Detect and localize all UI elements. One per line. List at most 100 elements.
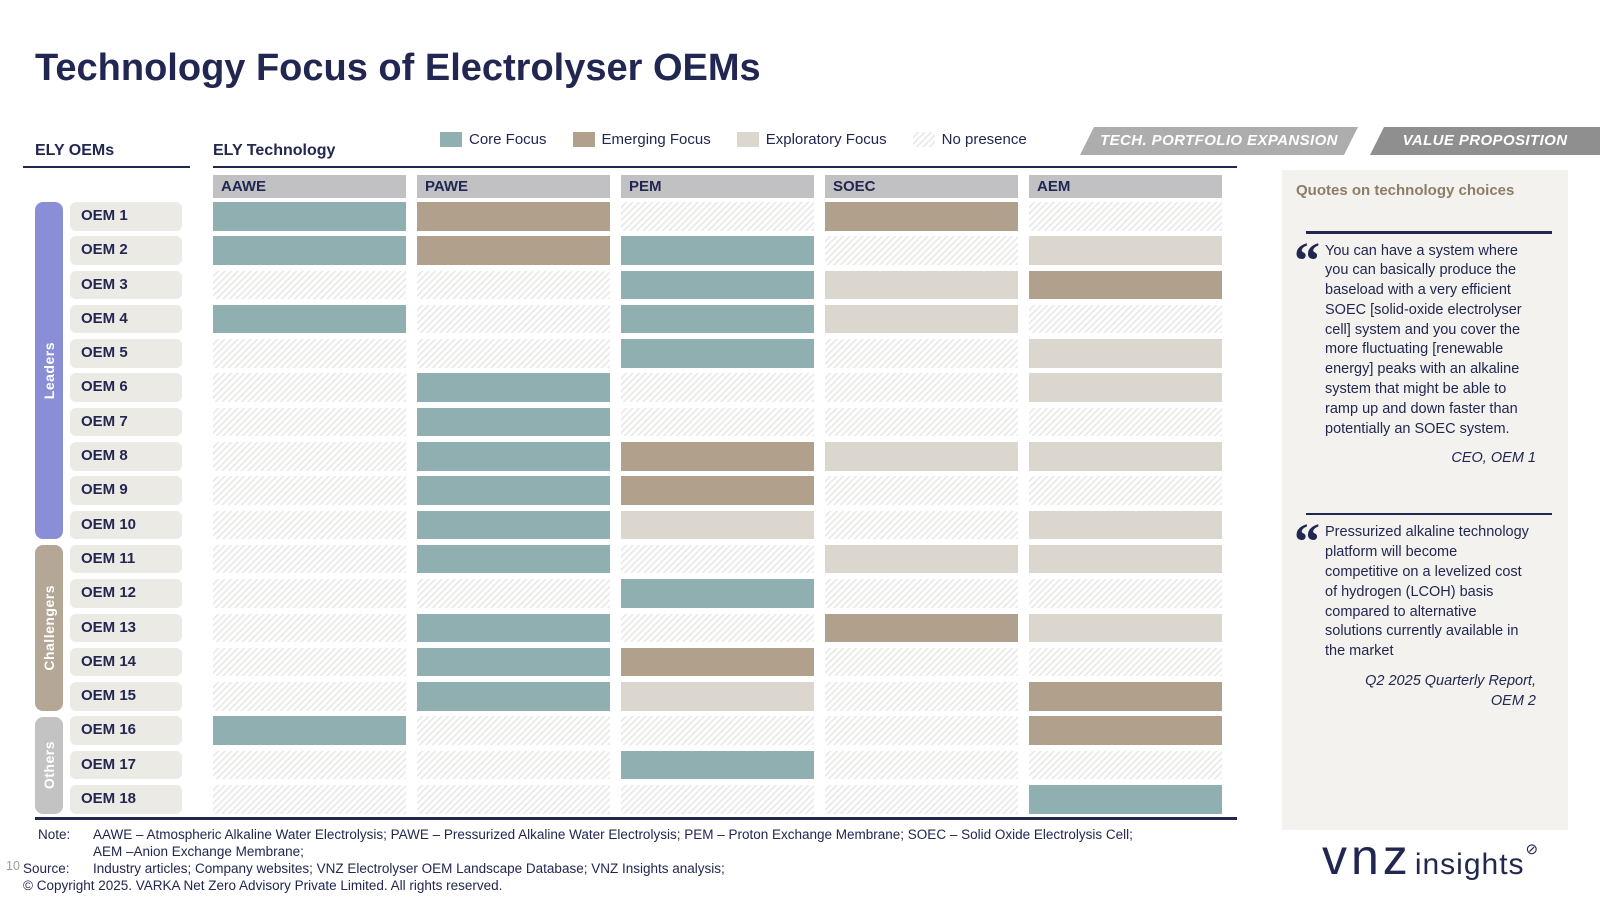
cell-oem-1-soec	[825, 202, 1018, 231]
cell-oem-10-pawe	[417, 510, 610, 540]
cell-oem-11-soec	[825, 544, 1018, 574]
column-header-pem: PEM	[621, 175, 814, 198]
cell-oem-12-aawe	[213, 579, 406, 608]
row-label-oem-17: OEM 17	[70, 750, 182, 780]
cell-oem-15-aawe	[213, 682, 406, 711]
cell-oem-5-aem	[1029, 339, 1222, 368]
cell-oem-14-pawe	[417, 647, 610, 677]
row-label-oem-1: OEM 1	[70, 202, 182, 231]
legend-item-exploratory: Exploratory Focus	[736, 131, 887, 148]
legend-swatch-exploratory	[736, 132, 759, 147]
cell-oem-17-aem	[1029, 750, 1222, 780]
quote-mark-icon: “	[1294, 514, 1320, 572]
cell-oem-4-pem	[621, 304, 814, 334]
legend-swatch-none	[912, 132, 935, 147]
tab-tech-portfolio-expansion[interactable]: TECH. PORTFOLIO EXPANSION	[1080, 127, 1358, 155]
column-header-aem: AEM	[1029, 175, 1222, 198]
cell-oem-16-soec	[825, 716, 1018, 745]
row-label-oem-6: OEM 6	[70, 373, 182, 402]
cell-oem-7-aem	[1029, 407, 1222, 437]
row-label-oem-5: OEM 5	[70, 339, 182, 368]
cell-oem-18-aawe	[213, 785, 406, 814]
quote-body: “You can have a system where you can bas…	[1294, 235, 1554, 440]
cell-oem-3-soec	[825, 270, 1018, 300]
cell-oem-12-soec	[825, 579, 1018, 608]
group-bar-challengers: Challengers	[35, 545, 63, 711]
tab-value-proposition[interactable]: VALUE PROPOSITION	[1370, 127, 1600, 155]
group-label-others: Others	[41, 740, 57, 790]
cell-oem-4-aem	[1029, 304, 1222, 334]
source-text: Industry articles; Company websites; VNZ…	[93, 861, 725, 876]
legend-label-none: No presence	[941, 131, 1027, 148]
row-label-oem-2: OEM 2	[70, 236, 182, 265]
cell-oem-15-pawe	[417, 682, 610, 711]
cell-oem-14-pem	[621, 647, 814, 677]
cell-oem-8-aawe	[213, 442, 406, 471]
oem-list: OEM 1 OEM 2 OEM 3 OEM 4 OEM 5 OEM 6 OEM 7 OEM 8…	[70, 202, 182, 819]
footer-note-line2: AEM –Anion Exchange Membrane;	[93, 844, 304, 859]
page-title-rest: of Electrolyser OEMs	[367, 47, 761, 90]
cell-oem-16-aem	[1029, 716, 1222, 745]
cell-oem-2-aem	[1029, 236, 1222, 265]
cell-oem-16-aawe	[213, 716, 406, 745]
cell-oem-1-aawe	[213, 202, 406, 231]
cell-oem-5-pawe	[417, 339, 610, 368]
cell-oem-5-aawe	[213, 339, 406, 368]
cell-oem-14-soec	[825, 647, 1018, 677]
cell-oem-4-soec	[825, 304, 1018, 334]
cell-oem-15-aem	[1029, 682, 1222, 711]
cell-oem-12-pem	[621, 579, 814, 608]
quote-divider	[1306, 231, 1552, 234]
cell-oem-17-pem	[621, 750, 814, 780]
cell-oem-2-soec	[825, 236, 1018, 265]
cell-oem-3-aawe	[213, 270, 406, 300]
ely-oems-header: ELY OEMs	[23, 142, 190, 168]
cell-oem-18-pem	[621, 785, 814, 814]
logo-circle-icon: ⊘	[1525, 841, 1539, 858]
row-label-oem-12: OEM 12	[70, 579, 182, 608]
footer-divider	[35, 817, 1237, 820]
cell-oem-13-soec	[825, 613, 1018, 643]
cell-oem-9-aem	[1029, 476, 1222, 505]
row-label-oem-16: OEM 16	[70, 716, 182, 745]
cell-oem-14-aem	[1029, 647, 1222, 677]
row-label-oem-18: OEM 18	[70, 785, 182, 814]
cell-oem-1-pem	[621, 202, 814, 231]
quotes-panel: Quotes on technology choices “You can ha…	[1282, 170, 1568, 830]
cell-oem-6-soec	[825, 373, 1018, 402]
group-bar-others: Others	[35, 716, 63, 814]
page-number: 10	[6, 859, 20, 873]
row-label-oem-15: OEM 15	[70, 682, 182, 711]
legend-label-core: Core Focus	[469, 131, 547, 148]
legend: Core Focus Emerging Focus Exploratory Focu…	[440, 131, 1027, 148]
cell-oem-9-soec	[825, 476, 1018, 505]
cell-oem-7-soec	[825, 407, 1018, 437]
footer-source: Source: Industry articles; Company websit…	[23, 861, 725, 876]
logo-main-text: vnz	[1322, 829, 1412, 885]
cell-oem-8-soec	[825, 442, 1018, 471]
legend-label-emerging: Emerging Focus	[601, 131, 711, 148]
quote-text: Pressurized alkaline technology platform…	[1325, 524, 1529, 660]
row-label-oem-8: OEM 8	[70, 442, 182, 471]
cell-oem-17-soec	[825, 750, 1018, 780]
cell-oem-7-pawe	[417, 407, 610, 437]
quote-attribution: Q2 2025 Quarterly Report, OEM 2	[1365, 673, 1536, 709]
cell-oem-10-soec	[825, 510, 1018, 540]
legend-item-core: Core Focus	[440, 131, 547, 148]
cell-oem-12-aem	[1029, 579, 1222, 608]
cell-oem-13-pawe	[417, 613, 610, 643]
cell-oem-16-pem	[621, 716, 814, 745]
cell-oem-16-pawe	[417, 716, 610, 745]
cell-oem-9-aawe	[213, 476, 406, 505]
cell-oem-11-aawe	[213, 544, 406, 574]
quotes-list: “You can have a system where you can bas…	[1294, 231, 1554, 711]
source-label: Source:	[23, 861, 70, 876]
group-label-leaders: Leaders	[41, 341, 57, 400]
footer-copyright: © Copyright 2025. VARKA Net Zero Advisor…	[23, 878, 503, 893]
column-header-aawe: AAWE	[213, 175, 406, 198]
cell-oem-3-aem	[1029, 270, 1222, 300]
cell-oem-11-aem	[1029, 544, 1222, 574]
row-label-oem-4: OEM 4	[70, 304, 182, 334]
cell-oem-6-pawe	[417, 373, 610, 402]
legend-swatch-core	[440, 132, 462, 147]
